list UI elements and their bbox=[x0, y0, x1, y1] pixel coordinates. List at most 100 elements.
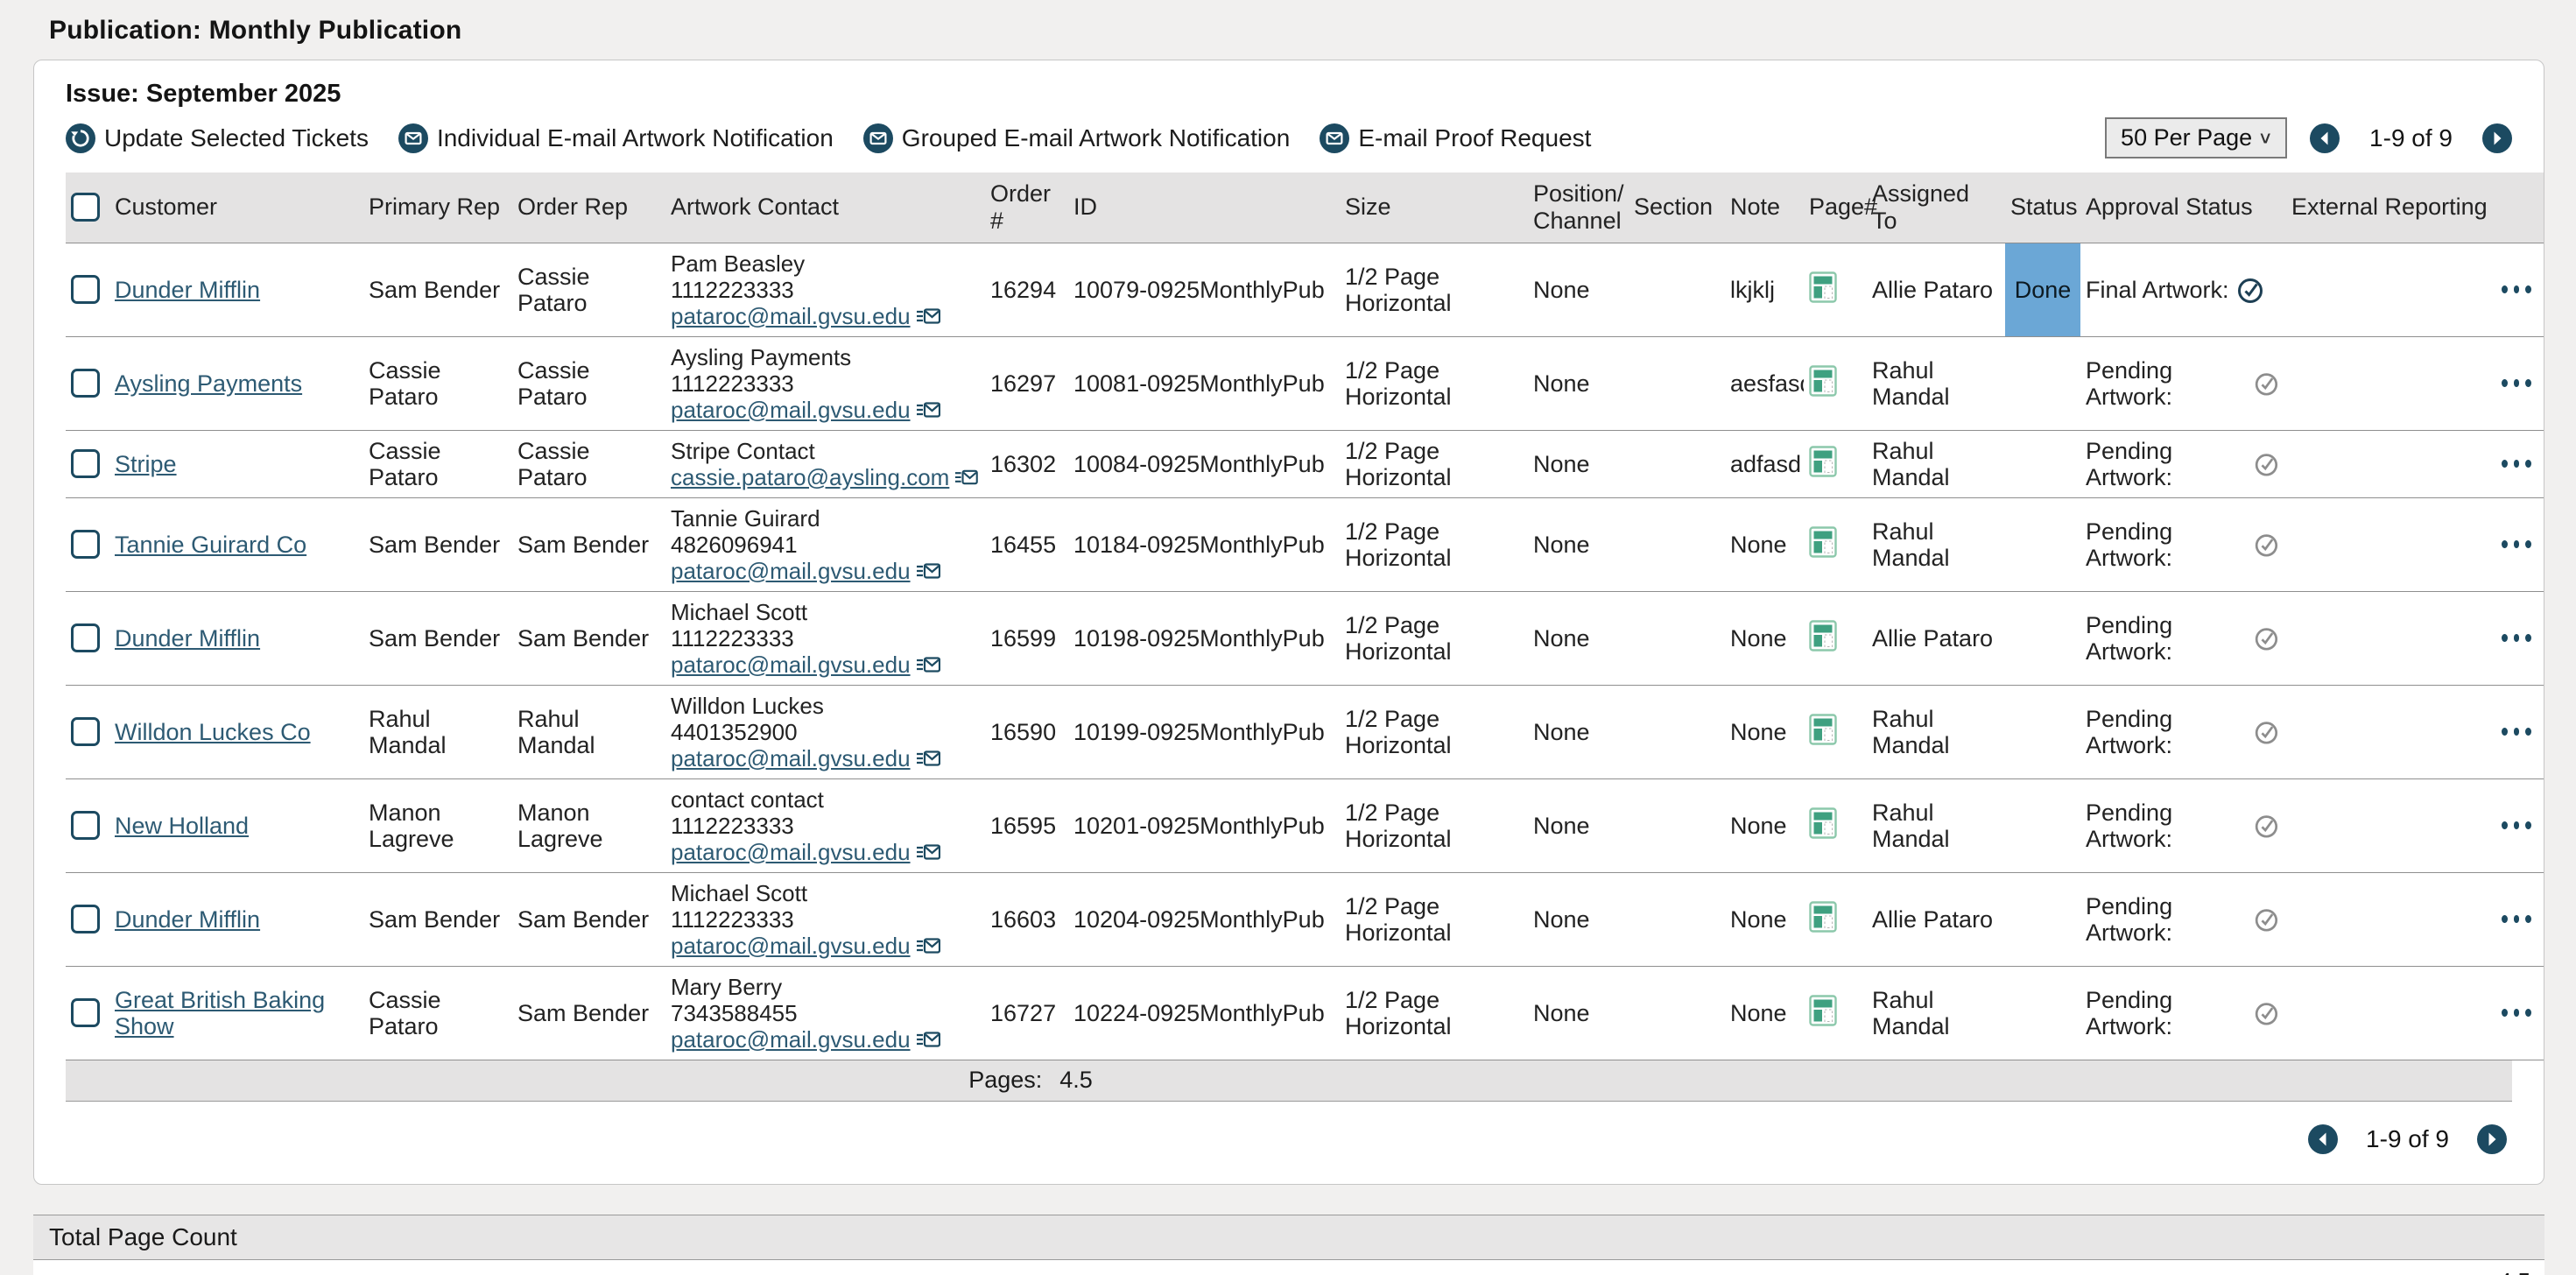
artwork-contact-email-link[interactable]: pataroc@mail.gvsu.edu bbox=[671, 932, 911, 959]
page-layout-icon[interactable] bbox=[1809, 525, 1837, 558]
col-header-order-rep: Order Rep bbox=[512, 173, 665, 243]
col-header-size: Size bbox=[1340, 173, 1528, 243]
page-layout-icon[interactable] bbox=[1809, 364, 1837, 397]
position-channel: None bbox=[1533, 718, 1590, 745]
total-page-count-label: Total Page Count bbox=[33, 1214, 2544, 1260]
assigned-to: Rahul Mandal bbox=[1872, 705, 1950, 758]
row-checkbox[interactable] bbox=[71, 998, 100, 1027]
note: aesfasd bbox=[1730, 370, 1804, 397]
artwork-contact-name: Pam Beasley bbox=[671, 250, 806, 277]
note: None bbox=[1730, 999, 1787, 1026]
toolbar: Update Selected Tickets Individual E-mai… bbox=[66, 117, 2512, 158]
customer-link[interactable]: New Holland bbox=[115, 812, 250, 839]
artwork-contact-email-link[interactable]: pataroc@mail.gvsu.edu bbox=[671, 396, 911, 423]
customer-link[interactable]: Willdon Luckes Co bbox=[115, 718, 311, 745]
row-checkbox[interactable] bbox=[71, 275, 100, 304]
note: lkjklj bbox=[1730, 276, 1775, 303]
forward-email-icon[interactable] bbox=[954, 468, 978, 486]
pagination-next-button[interactable] bbox=[2477, 1124, 2507, 1154]
forward-email-icon[interactable] bbox=[915, 843, 940, 861]
individual-email-artwork-notification-button[interactable]: Individual E-mail Artwork Notification bbox=[398, 123, 834, 153]
pagination-next-button[interactable] bbox=[2482, 123, 2512, 153]
customer-link[interactable]: Tannie Guirard Co bbox=[115, 531, 307, 558]
primary-rep: Sam Bender bbox=[369, 905, 501, 933]
row-actions-menu-button[interactable] bbox=[2501, 379, 2537, 387]
row-checkbox[interactable] bbox=[71, 449, 100, 478]
row-actions-menu-button[interactable] bbox=[2501, 540, 2537, 548]
pagination-prev-button[interactable] bbox=[2308, 1124, 2339, 1154]
page-layout-icon[interactable] bbox=[1809, 994, 1837, 1026]
forward-email-icon[interactable] bbox=[915, 307, 940, 325]
forward-email-icon[interactable] bbox=[915, 750, 940, 767]
row-actions-menu-button[interactable] bbox=[2501, 285, 2537, 293]
ticket-id: 10204-0925MonthlyPub bbox=[1073, 905, 1325, 933]
artwork-contact-email-link[interactable]: pataroc@mail.gvsu.edu bbox=[671, 302, 911, 329]
artwork-contact-email-link[interactable]: cassie.pataro@aysling.com bbox=[671, 463, 950, 490]
order-number: 16599 bbox=[990, 624, 1057, 652]
col-header-customer: Customer bbox=[109, 173, 363, 243]
artwork-contact-email-link[interactable]: pataroc@mail.gvsu.edu bbox=[671, 744, 911, 771]
artwork-contact-phone: 1112223333 bbox=[671, 812, 794, 839]
select-all-checkbox[interactable] bbox=[71, 193, 100, 222]
page-layout-icon[interactable] bbox=[1809, 713, 1837, 745]
email-proof-request-button[interactable]: E-mail Proof Request bbox=[1320, 123, 1591, 153]
forward-email-icon[interactable] bbox=[915, 937, 940, 954]
row-actions-menu-button[interactable] bbox=[2501, 728, 2537, 736]
primary-rep: Manon Lagreve bbox=[369, 799, 454, 852]
artwork-contact-email-link[interactable]: pataroc@mail.gvsu.edu bbox=[671, 557, 911, 584]
pagination-prev-button[interactable] bbox=[2310, 123, 2340, 153]
email-icon bbox=[862, 123, 893, 153]
page-layout-icon[interactable] bbox=[1809, 900, 1837, 933]
forward-email-icon[interactable] bbox=[915, 1031, 940, 1048]
row-checkbox[interactable] bbox=[71, 623, 100, 652]
artwork-contact-phone: 4826096941 bbox=[671, 531, 798, 558]
row-checkbox[interactable] bbox=[71, 530, 100, 559]
customer-link[interactable]: Great British Baking Show bbox=[115, 986, 326, 1039]
approval-status-icon bbox=[2255, 627, 2278, 651]
order-number: 16727 bbox=[990, 999, 1057, 1026]
approval-status-label: Pending Artwork: bbox=[2086, 986, 2173, 1039]
customer-link[interactable]: Dunder Mifflin bbox=[115, 905, 261, 933]
approval-status-icon bbox=[2255, 372, 2278, 396]
order-rep: Sam Bender bbox=[517, 531, 650, 558]
artwork-contact-email-link[interactable]: pataroc@mail.gvsu.edu bbox=[671, 1025, 911, 1053]
email-icon bbox=[398, 123, 428, 153]
ticket-id: 10224-0925MonthlyPub bbox=[1073, 999, 1325, 1026]
page-layout-icon[interactable] bbox=[1809, 445, 1837, 477]
primary-rep: Cassie Pataro bbox=[369, 356, 441, 410]
email-icon bbox=[1320, 123, 1350, 153]
forward-email-icon[interactable] bbox=[915, 401, 940, 419]
position-channel: None bbox=[1533, 624, 1590, 652]
row-checkbox[interactable] bbox=[71, 811, 100, 840]
row-actions-menu-button[interactable] bbox=[2501, 460, 2537, 468]
customer-link[interactable]: Dunder Mifflin bbox=[115, 624, 261, 652]
order-number: 16595 bbox=[990, 812, 1057, 839]
update-selected-tickets-label: Update Selected Tickets bbox=[104, 123, 369, 151]
per-page-select[interactable]: 50 Per Page ∨ bbox=[2105, 117, 2288, 158]
row-checkbox[interactable] bbox=[71, 905, 100, 933]
forward-email-icon[interactable] bbox=[915, 656, 940, 673]
row-actions-menu-button[interactable] bbox=[2501, 634, 2537, 642]
row-actions-menu-button[interactable] bbox=[2501, 915, 2537, 923]
artwork-contact-name: Michael Scott bbox=[671, 598, 808, 625]
customer-link[interactable]: Stripe bbox=[115, 450, 177, 477]
approval-status-label: Pending Artwork: bbox=[2086, 518, 2173, 571]
table-body: Dunder Mifflin Sam Bender Cassie Pataro … bbox=[66, 243, 2544, 1060]
assigned-to: Rahul Mandal bbox=[1872, 986, 1950, 1039]
customer-link[interactable]: Dunder Mifflin bbox=[115, 276, 261, 303]
col-header-external-reporting: External Reporting bbox=[2286, 173, 2496, 243]
grouped-email-artwork-notification-button[interactable]: Grouped E-mail Artwork Notification bbox=[862, 123, 1290, 153]
customer-link[interactable]: Aysling Payments bbox=[115, 370, 303, 397]
row-actions-menu-button[interactable] bbox=[2501, 1009, 2537, 1017]
page-layout-icon[interactable] bbox=[1809, 271, 1837, 303]
update-selected-tickets-button[interactable]: Update Selected Tickets bbox=[66, 123, 369, 153]
page-layout-icon[interactable] bbox=[1809, 619, 1837, 652]
page-layout-icon[interactable] bbox=[1809, 807, 1837, 839]
ticket-id: 10184-0925MonthlyPub bbox=[1073, 531, 1325, 558]
artwork-contact-email-link[interactable]: pataroc@mail.gvsu.edu bbox=[671, 838, 911, 865]
row-checkbox[interactable] bbox=[71, 369, 100, 398]
row-checkbox[interactable] bbox=[71, 717, 100, 746]
artwork-contact-email-link[interactable]: pataroc@mail.gvsu.edu bbox=[671, 651, 911, 678]
forward-email-icon[interactable] bbox=[915, 562, 940, 580]
row-actions-menu-button[interactable] bbox=[2501, 821, 2537, 829]
